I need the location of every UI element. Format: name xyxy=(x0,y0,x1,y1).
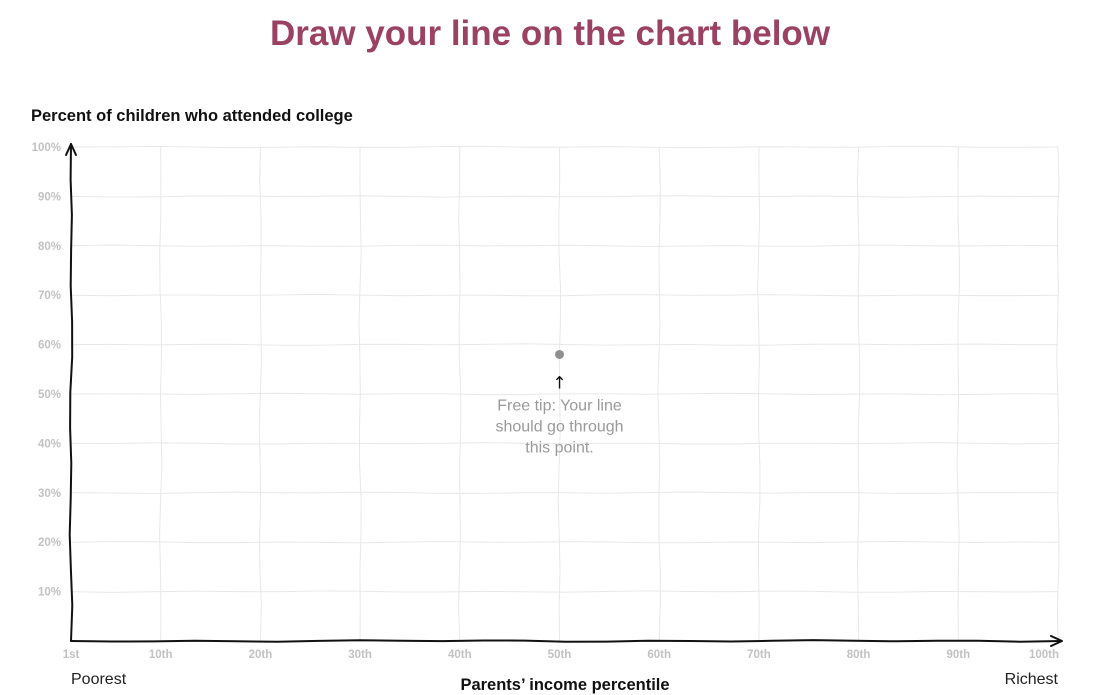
y-axis-line xyxy=(68,143,74,642)
x-axis-line xyxy=(70,639,1062,643)
annotation-arrow: ↑ xyxy=(552,373,566,393)
y-grid-line xyxy=(70,293,1059,297)
annotation: ↑ Free tip: Your line should go through thi… xyxy=(495,349,624,456)
y-axis-arrowhead xyxy=(65,143,77,156)
y-grid-line xyxy=(70,491,1059,495)
y-grid-line xyxy=(70,244,1059,248)
y-tick-label: 60% xyxy=(38,340,61,352)
x-end-label-richest: Richest xyxy=(1004,671,1058,688)
y-grid-line xyxy=(70,145,1059,149)
y-tick-label: 90% xyxy=(38,191,61,203)
x-axis-title: Parents’ income percentile xyxy=(460,676,670,694)
grid-lines xyxy=(70,145,1060,642)
annotation-text-line: should go through xyxy=(495,418,623,435)
x-grid-line xyxy=(956,146,960,642)
anchor-point xyxy=(555,349,565,359)
x-tick-label: 100th xyxy=(1029,649,1059,661)
y-grid-line xyxy=(70,343,1058,346)
y-tick-label: 30% xyxy=(38,488,61,500)
x-tick-label: 40th xyxy=(448,649,472,661)
y-grid-line xyxy=(70,590,1059,593)
x-end-label-poorest: Poorest xyxy=(71,671,127,688)
x-tick-label: 60th xyxy=(647,649,671,661)
y-tick-label: 70% xyxy=(38,290,61,302)
y-tick-label: 20% xyxy=(38,537,61,549)
annotation-text-line: Free tip: Your line xyxy=(497,397,622,414)
headline: Draw your line on the chart below xyxy=(269,14,831,53)
x-tick-label: 20th xyxy=(249,649,273,661)
x-tick-label: 1st xyxy=(63,649,80,661)
axes xyxy=(65,143,1063,647)
x-tick-label: 90th xyxy=(946,649,970,661)
y-grid-line xyxy=(70,195,1059,198)
x-tick-label: 80th xyxy=(847,649,871,661)
y-tick-label: 80% xyxy=(38,241,61,253)
x-tick-label: 70th xyxy=(747,649,771,661)
y-grid-line xyxy=(70,442,1059,445)
x-tick-label: 50th xyxy=(548,649,572,661)
y-grid-line xyxy=(70,392,1059,396)
x-axis-arrowhead xyxy=(1050,635,1063,647)
y-axis-title: Percent of children who attended college xyxy=(31,107,353,125)
x-tick-label: 30th xyxy=(348,649,372,661)
annotation-text-line: this point. xyxy=(525,439,593,456)
y-grid-line xyxy=(70,540,1059,544)
x-grid-line xyxy=(258,146,263,642)
y-tick-label: 10% xyxy=(38,587,61,599)
tick-labels: 10% 20% 30% 40% 50% 60% 70% 80% 90% 100% 1st 10th 20… xyxy=(32,142,1059,661)
y-tick-label: 100% xyxy=(32,142,61,154)
y-tick-label: 50% xyxy=(38,389,61,401)
y-tick-label: 40% xyxy=(38,438,61,450)
x-tick-label: 10th xyxy=(149,649,173,661)
